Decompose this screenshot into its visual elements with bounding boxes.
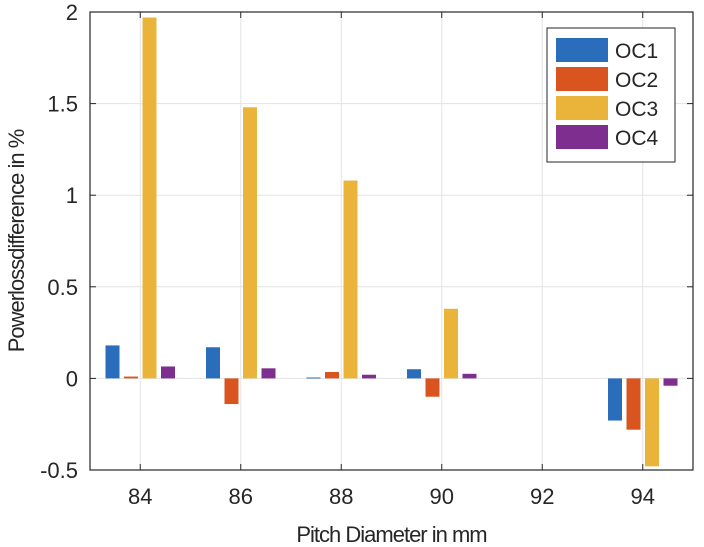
bar-oc1-88: [306, 377, 321, 379]
legend-label-oc4: OC4: [615, 127, 659, 150]
x-tick-label: 90: [430, 484, 454, 509]
legend-label-oc3: OC3: [615, 98, 658, 121]
bar-oc1-84: [105, 345, 120, 379]
legend-label-oc1: OC1: [615, 40, 658, 63]
bar-oc4-88: [362, 374, 376, 379]
bar-oc4-90: [462, 373, 477, 379]
bar-oc3-90: [444, 308, 458, 379]
bar-oc3-94: [645, 378, 659, 467]
bar-oc2-90: [425, 378, 440, 397]
legend: OC1 OC2 OC3 OC4: [546, 27, 676, 163]
y-tick-label: 1: [66, 183, 78, 208]
bar-oc1-90: [407, 369, 421, 379]
bar-oc3-84: [142, 17, 157, 379]
bar-oc4-84: [161, 366, 175, 379]
y-axis-title: Powerlossdifference in %: [4, 129, 29, 352]
bar-oc4-94: [663, 378, 678, 386]
x-axis-ticks: 84 86 88 90 92 94: [128, 12, 655, 509]
bar-oc2-86: [224, 378, 239, 405]
legend-swatch-oc4: [556, 125, 608, 149]
legend-swatch-oc1: [556, 38, 608, 62]
x-tick-label: 94: [631, 484, 655, 509]
x-tick-label: 88: [329, 484, 353, 509]
bar-oc1-94: [608, 378, 622, 421]
axes-box: [89, 11, 694, 471]
bar-oc2-94: [626, 378, 641, 430]
legend-swatch-oc2: [556, 67, 608, 91]
y-tick-label: 1.5: [47, 92, 78, 117]
x-tick-label: 86: [229, 484, 253, 509]
bar-oc3-86: [243, 107, 257, 379]
bars-group: [105, 17, 678, 467]
x-tick-label: 84: [128, 484, 152, 509]
bar-oc4-86: [261, 368, 276, 379]
x-axis-title: Pitch Diameter in mm: [296, 522, 486, 547]
y-axis-ticks: -0.5 0 0.5 1 1.5 2: [40, 0, 693, 483]
y-tick-label: 0: [66, 366, 78, 391]
legend-label-oc2: OC2: [615, 69, 658, 92]
y-tick-label: 0.5: [47, 275, 78, 300]
y-tick-label: 2: [66, 0, 78, 25]
y-tick-label: -0.5: [40, 458, 78, 483]
legend-swatch-oc3: [556, 96, 608, 120]
bar-oc1-86: [206, 347, 220, 379]
bar-oc2-84: [124, 376, 138, 379]
x-tick-label: 92: [530, 484, 554, 509]
bar-oc3-88: [343, 180, 358, 379]
bar-oc2-88: [325, 371, 339, 379]
